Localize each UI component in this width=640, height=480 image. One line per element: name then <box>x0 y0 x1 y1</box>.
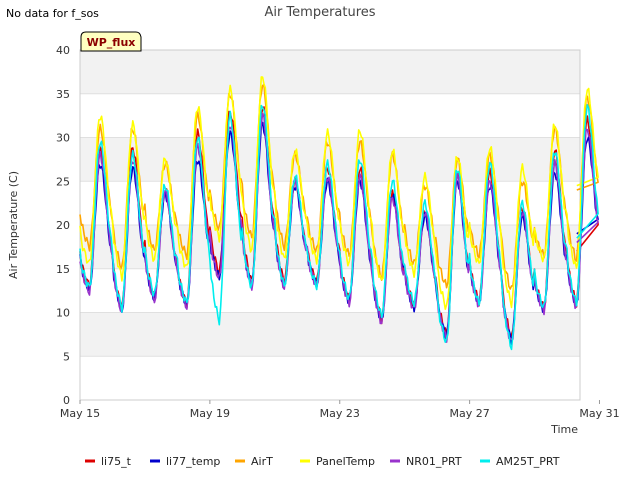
wp-flux-badge: WP_flux <box>80 31 142 52</box>
y-axis-label: Air Temperature (C) <box>7 171 20 279</box>
badge-label: WP_flux <box>87 36 136 49</box>
series-lines <box>79 76 599 351</box>
legend-label: li75_t <box>101 455 132 468</box>
legend-label: li77_temp <box>166 455 220 468</box>
x-tick-label: May 27 <box>449 407 489 420</box>
x-axis-label: Time <box>550 423 578 436</box>
series-line-AM25T_PRT <box>79 104 599 351</box>
grid-band <box>80 50 580 94</box>
x-tick-label: May 23 <box>320 407 360 420</box>
y-tick-label: 25 <box>56 175 70 188</box>
legend: li75_t li77_temp AirT PanelTemp NR01_PRT AM25… <box>85 455 560 468</box>
grid-band <box>80 312 580 357</box>
legend-label: AM25T_PRT <box>496 455 560 468</box>
grid-band <box>80 225 580 269</box>
x-tick-label: May 31 <box>579 407 619 420</box>
x-tick-label: May 19 <box>190 407 230 420</box>
y-tick-label: 35 <box>56 88 70 101</box>
x-tick-label: May 15 <box>60 407 100 420</box>
no-data-note: No data for f_sos <box>6 7 99 20</box>
series-line-PanelTemp <box>79 76 599 310</box>
legend-label: AirT <box>251 455 273 468</box>
y-tick-label: 20 <box>56 219 70 232</box>
y-tick-label: 0 <box>63 394 70 407</box>
plot-background <box>80 50 580 401</box>
y-tick-label: 40 <box>56 44 70 57</box>
chart-title: Air Temperatures <box>264 5 375 20</box>
x-axis: May 15 May 19 May 23 May 27 May 31 <box>60 400 620 420</box>
y-tick-label: 15 <box>56 263 70 276</box>
y-tick-label: 5 <box>63 350 70 363</box>
y-tick-label: 30 <box>56 132 70 145</box>
legend-label: PanelTemp <box>316 455 375 468</box>
y-axis: 0 5 10 15 20 25 30 35 40 <box>56 44 70 407</box>
y-tick-label: 10 <box>56 307 70 320</box>
legend-label: NR01_PRT <box>406 455 462 468</box>
